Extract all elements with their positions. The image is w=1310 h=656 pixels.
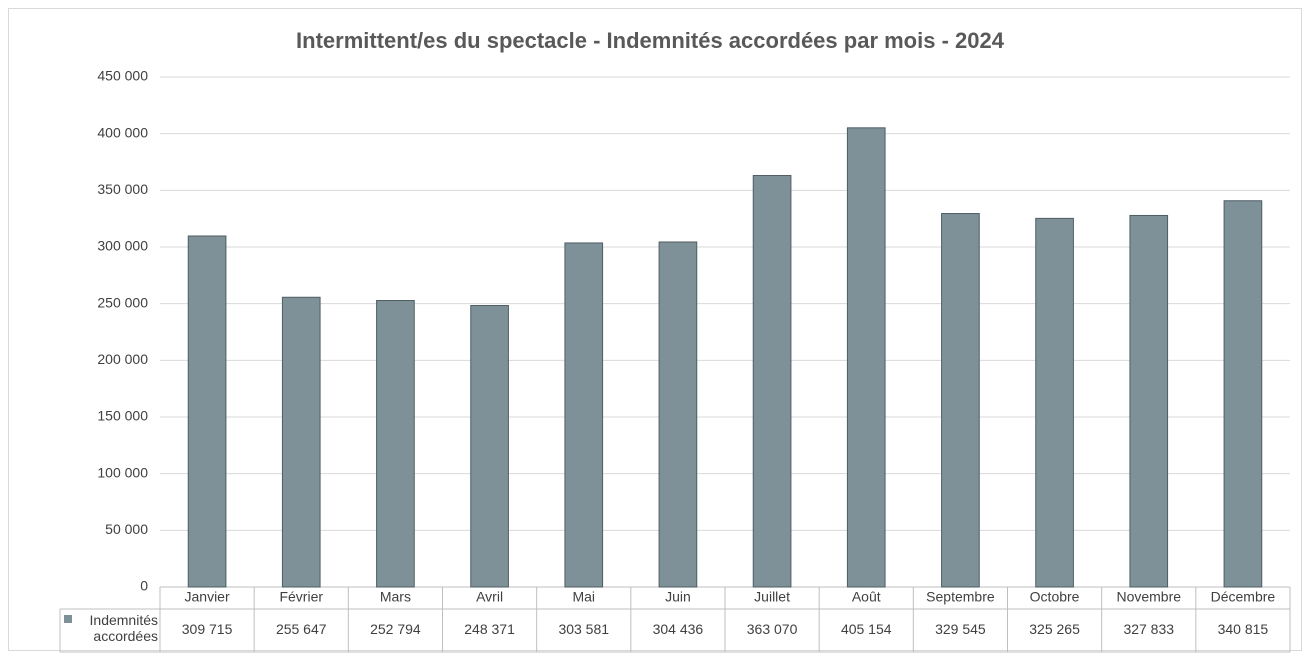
bar	[658, 241, 698, 588]
table-value: 304 436	[653, 621, 704, 637]
legend-entry-box: Indemnités accordées	[89, 612, 158, 644]
x-tick-label: Mai	[572, 589, 595, 605]
bar	[941, 213, 980, 588]
x-tick-label: Juillet	[754, 589, 790, 605]
bar	[187, 235, 227, 588]
table-value: 329 545	[935, 621, 986, 637]
bar	[470, 305, 509, 588]
y-tick-label: 400 000	[97, 124, 148, 140]
x-tick-label: Avril	[476, 589, 503, 605]
x-tick-label: Novembre	[1116, 589, 1181, 605]
table-value: 325 265	[1029, 621, 1080, 637]
table-value: 405 154	[841, 621, 892, 637]
x-tick-label: Août	[852, 589, 881, 605]
x-tick-label: Décembre	[1211, 589, 1276, 605]
y-tick-label: 0	[140, 578, 148, 594]
y-tick-label: 200 000	[97, 351, 148, 367]
table-value: 363 070	[747, 621, 798, 637]
bar	[376, 300, 415, 588]
table-value: 252 794	[370, 621, 421, 637]
table-value: 248 371	[464, 621, 515, 637]
table-value: 255 647	[276, 621, 327, 637]
bar	[752, 175, 792, 588]
legend-key	[64, 615, 72, 623]
x-tick-label: Juin	[665, 589, 691, 605]
y-tick-label: 450 000	[97, 68, 148, 84]
bar	[281, 296, 321, 588]
table-value: 340 815	[1218, 621, 1269, 637]
bar	[846, 127, 886, 588]
x-tick-label: Octobre	[1030, 589, 1080, 605]
bar	[1223, 200, 1263, 588]
table-value: 327 833	[1123, 621, 1174, 637]
chart-title: Intermittent/es du spectacle - Indemnité…	[296, 28, 1005, 53]
y-tick-label: 350 000	[97, 181, 148, 197]
y-tick-label: 150 000	[97, 408, 148, 424]
bar	[564, 242, 604, 588]
y-tick-label: 300 000	[97, 238, 148, 254]
y-tick-label: 50 000	[105, 521, 148, 537]
bar	[1129, 214, 1169, 588]
x-tick-label: Mars	[380, 589, 411, 605]
x-tick-label: Février	[279, 589, 323, 605]
x-tick-label: Janvier	[185, 589, 230, 605]
y-tick-label: 100 000	[97, 464, 148, 480]
x-tick-label: Septembre	[926, 589, 995, 605]
table-value: 309 715	[182, 621, 233, 637]
table-value: 303 581	[558, 621, 609, 637]
legend-entry: Indemnités accordées	[89, 612, 158, 644]
y-tick-label: 250 000	[97, 294, 148, 310]
bar	[1035, 217, 1074, 588]
